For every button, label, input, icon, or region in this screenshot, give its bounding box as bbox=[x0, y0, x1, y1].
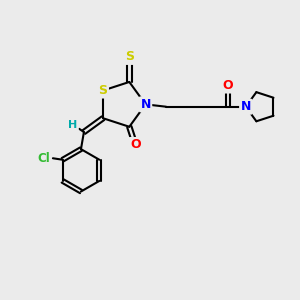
Text: O: O bbox=[130, 139, 140, 152]
Text: Cl: Cl bbox=[37, 152, 50, 165]
Text: H: H bbox=[68, 120, 77, 130]
Text: N: N bbox=[140, 98, 151, 111]
Text: O: O bbox=[222, 79, 233, 92]
Text: S: S bbox=[125, 50, 134, 63]
Text: N: N bbox=[241, 100, 251, 113]
Text: S: S bbox=[98, 84, 107, 97]
